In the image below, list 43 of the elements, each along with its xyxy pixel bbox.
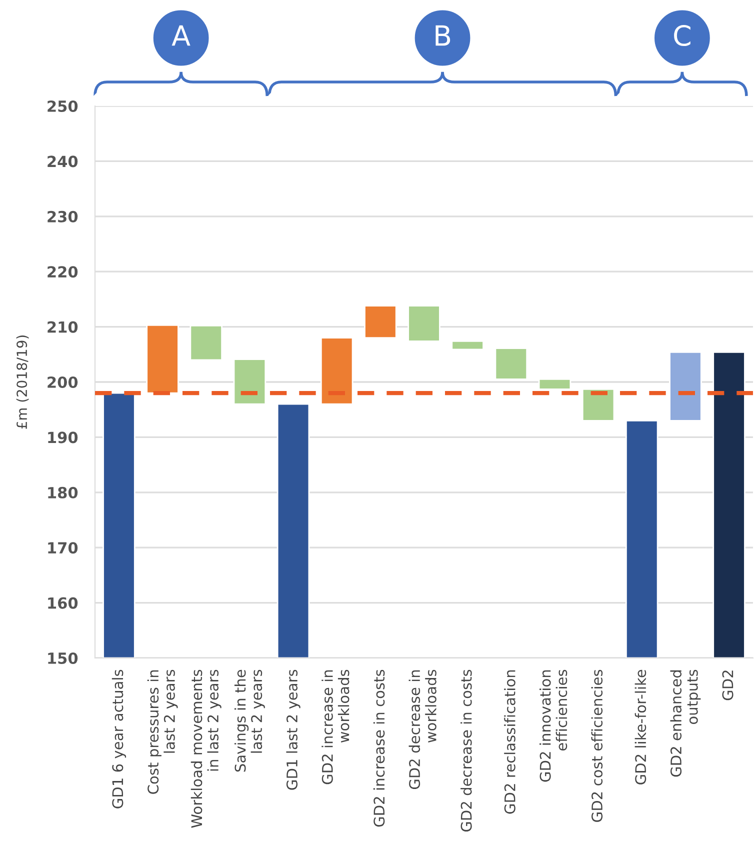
bar bbox=[102, 392, 136, 658]
y-tick-label: 170 bbox=[48, 542, 78, 554]
x-tick-label: GD2 decrease in costs bbox=[460, 670, 472, 832]
text: A bbox=[172, 25, 190, 46]
x-tick-label: GD2 bbox=[722, 670, 734, 700]
bar bbox=[712, 351, 746, 658]
text: C bbox=[674, 25, 690, 46]
bar bbox=[276, 403, 310, 658]
y-tick-label: 200 bbox=[48, 376, 78, 388]
y-tick-label: 240 bbox=[48, 156, 78, 168]
x-tick-label: GD2 innovation efficiencies bbox=[540, 670, 568, 782]
bar bbox=[451, 340, 484, 350]
y-tick-label: 210 bbox=[48, 321, 78, 333]
x-tick-label: GD1 6 year actuals bbox=[112, 670, 126, 808]
bar bbox=[146, 324, 179, 394]
y-tick-label: 160 bbox=[48, 597, 78, 609]
x-tick-label: GD2 reclassification bbox=[504, 670, 516, 814]
bar bbox=[190, 325, 222, 361]
y-tick-label: 190 bbox=[48, 432, 78, 444]
y-tick-label: 250 bbox=[48, 100, 78, 112]
x-tick-label: GD2 like-for-like bbox=[634, 670, 646, 784]
x-tick-label: GD2 increase in workloads bbox=[322, 670, 350, 784]
x-tick-label: GD1 last 2 years bbox=[286, 670, 300, 790]
x-tick-label: GD2 cost efficiencies bbox=[591, 670, 603, 822]
x-tick-label: Cost pressures in last 2 years bbox=[147, 670, 178, 794]
y-tick-label: 150 bbox=[48, 652, 78, 664]
bar bbox=[538, 378, 572, 390]
y-tick-label: 230 bbox=[48, 210, 78, 222]
bar bbox=[408, 305, 440, 342]
bar bbox=[669, 351, 702, 422]
bar bbox=[626, 420, 658, 658]
bar bbox=[233, 358, 266, 405]
y-tick-label: 180 bbox=[48, 486, 78, 498]
bar bbox=[494, 348, 528, 380]
y-tick-label: 220 bbox=[48, 266, 78, 278]
bar bbox=[364, 305, 397, 339]
bar bbox=[582, 388, 615, 422]
x-tick-label: GD2 increase in costs bbox=[373, 670, 385, 827]
text: B bbox=[436, 25, 450, 46]
x-tick-label: GD2 decrease in workloads bbox=[408, 670, 436, 790]
bar bbox=[320, 337, 354, 405]
x-tick-label: GD2 enhanced outputs bbox=[670, 670, 701, 777]
y-axis-title: £m (2018/19) bbox=[16, 336, 29, 429]
